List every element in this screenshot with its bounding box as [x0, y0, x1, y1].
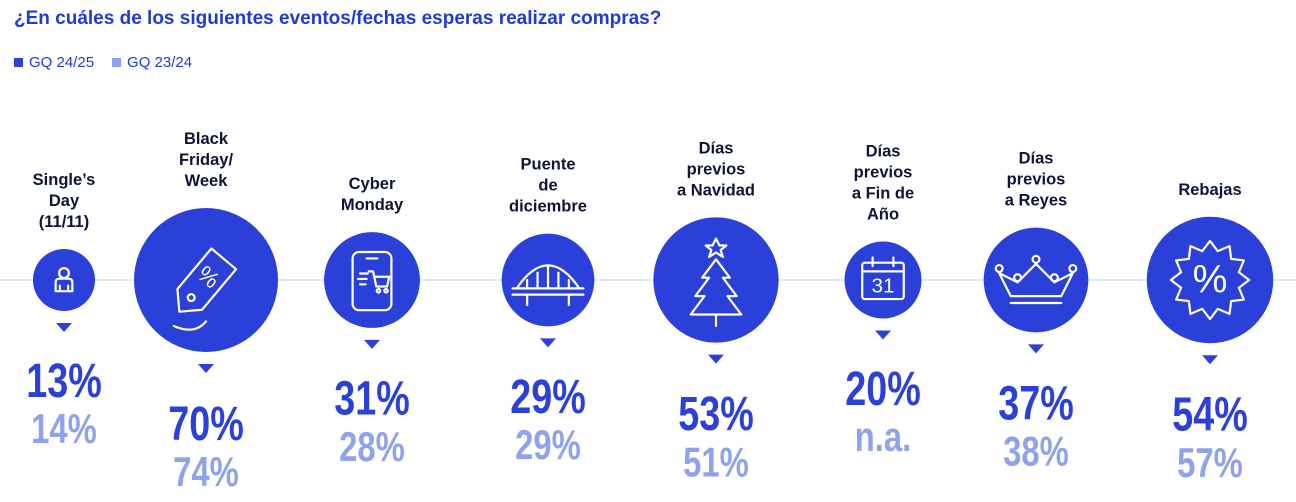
legend-item-current: GQ 24/25 — [14, 54, 94, 71]
bubble-group-1: Single’s Day (11/11) 13%14% — [26, 171, 101, 452]
category-label-line: previos — [1007, 171, 1066, 189]
bubble — [653, 217, 779, 343]
category-label-line: (11/11) — [39, 213, 89, 231]
bubble — [1146, 216, 1274, 344]
bubble-group-3: Cyber Monday 31%28% — [324, 175, 420, 470]
category-label-line: Año — [867, 206, 899, 224]
category-label-line: Puente — [520, 156, 575, 174]
category-label-line: Black — [184, 130, 229, 148]
pointer-triangle — [198, 364, 214, 373]
current-value: 20% — [845, 362, 920, 416]
bubble-group-2: Black Friday/Week% 70%74% — [134, 130, 278, 495]
legend-swatch-previous — [112, 58, 122, 67]
christmas-tree-icon — [689, 237, 743, 328]
category-label-line: Días — [1019, 150, 1054, 168]
category-label-line: a Fin de — [852, 185, 914, 203]
category-label-line: Monday — [341, 196, 404, 214]
bubble-group-4: Puente de diciembre 29%29% — [501, 156, 595, 468]
crown-icon — [994, 254, 1078, 305]
previous-value: 28% — [339, 423, 405, 470]
calendar-icon: 31 — [861, 256, 905, 301]
person-icon — [54, 267, 74, 293]
previous-value: 14% — [31, 405, 97, 452]
category-label-line: a Navidad — [677, 181, 755, 199]
previous-value: 57% — [1177, 439, 1243, 486]
bubble-group-8: Rebajas% 54%57% — [1146, 181, 1274, 486]
category-label-line: Week — [185, 172, 229, 190]
legend-label-previous: GQ 23/24 — [127, 54, 193, 71]
current-value: 29% — [510, 371, 585, 425]
previous-value: 74% — [173, 448, 239, 495]
category-label-line: previos — [687, 160, 746, 178]
category-label-line: de — [538, 177, 557, 195]
category-label-line: Friday/ — [179, 151, 234, 169]
svg-text:31: 31 — [871, 274, 894, 297]
category-label-line: Single’s — [33, 171, 96, 189]
previous-value: 51% — [683, 438, 749, 485]
bridge-icon — [511, 264, 585, 307]
category-label-line: diciembre — [509, 198, 587, 216]
bubble-group-7: Días previos a Reyes 37%38% — [983, 150, 1089, 475]
current-value: 13% — [26, 355, 101, 409]
bubble-group-6: Días previos a Fin de Año 31 20%n.a. — [844, 143, 922, 460]
pointer-triangle — [875, 330, 891, 340]
price-tag-icon: % — [172, 247, 238, 331]
bubble — [324, 232, 420, 328]
pointer-triangle — [540, 338, 556, 348]
bubble-group-5: Días previos a Navidad 53%51% — [653, 139, 779, 485]
legend-label-current: GQ 24/25 — [29, 54, 95, 71]
category-label-line: Cyber — [349, 175, 396, 193]
previous-value: 29% — [515, 421, 581, 468]
legend: GQ 24/25 GQ 23/24 — [14, 54, 192, 71]
pointer-triangle — [364, 339, 380, 349]
legend-item-previous: GQ 23/24 — [112, 54, 192, 71]
pointer-triangle — [1202, 355, 1218, 365]
previous-value: n.a. — [855, 413, 911, 460]
category-label-line: Días — [699, 139, 734, 157]
current-value: 54% — [1172, 388, 1247, 442]
percent-badge-icon: % — [1169, 239, 1251, 321]
category-label-line: a Reyes — [1005, 192, 1067, 210]
category-label-line: Day — [49, 192, 80, 210]
previous-value: 38% — [1003, 428, 1069, 475]
pointer-triangle — [1028, 344, 1044, 354]
bubble — [134, 208, 278, 352]
category-label-line: Días — [866, 143, 901, 161]
current-value: 31% — [334, 372, 409, 426]
chart-title: ¿En cuáles de los siguientes eventos/fec… — [14, 8, 662, 29]
bubble — [32, 248, 96, 312]
category-label-line: previos — [854, 164, 913, 182]
category-label-line: Rebajas — [1178, 181, 1241, 199]
current-value: 37% — [998, 377, 1073, 431]
svg-text:%: % — [1193, 259, 1228, 302]
pointer-triangle — [708, 354, 724, 364]
current-value: 53% — [678, 388, 753, 442]
bubble — [983, 227, 1089, 333]
legend-swatch-current — [14, 58, 23, 67]
mobile-cart-icon — [351, 250, 393, 312]
pointer-triangle — [56, 323, 72, 333]
current-value: 70% — [168, 398, 243, 452]
